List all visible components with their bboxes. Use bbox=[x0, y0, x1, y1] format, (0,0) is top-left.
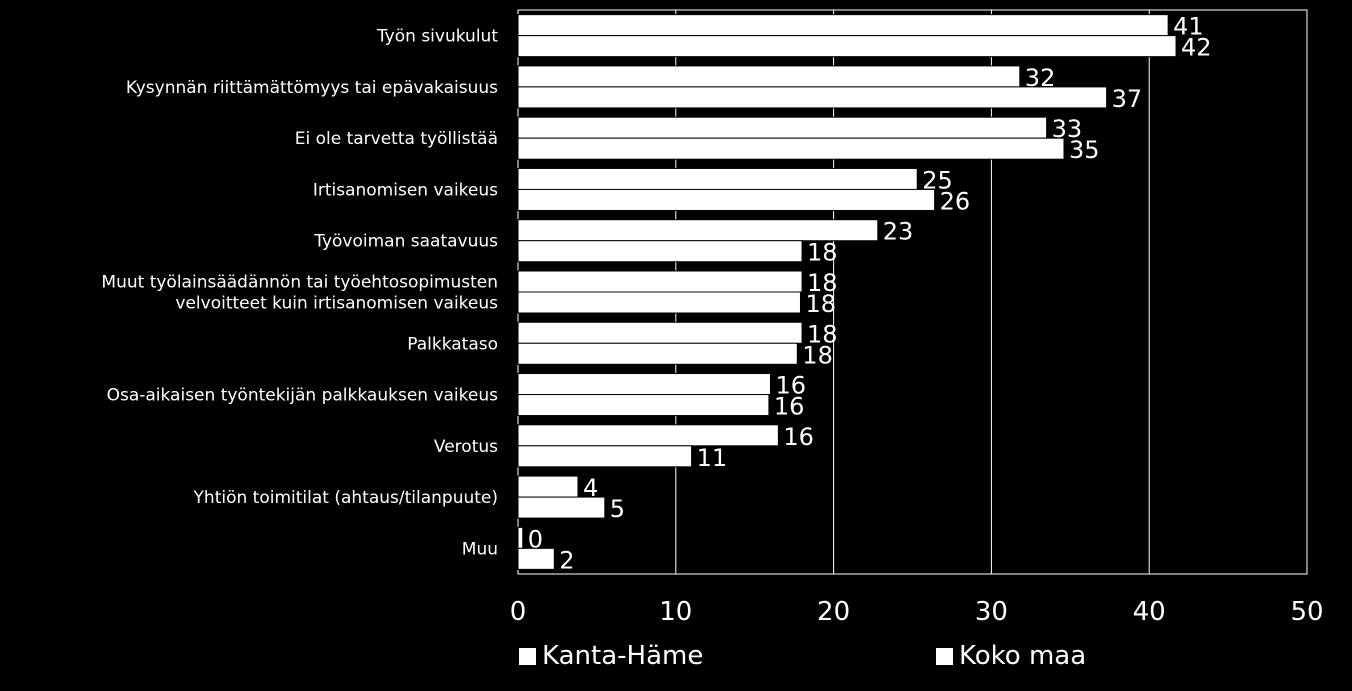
bar bbox=[517, 445, 693, 468]
bar bbox=[517, 270, 803, 293]
bar bbox=[517, 167, 918, 190]
category-label: Osa-aikaisen työntekijän palkkauksen vai… bbox=[107, 386, 499, 406]
bar bbox=[517, 496, 606, 519]
x-tick-label: 0 bbox=[510, 597, 527, 627]
bar bbox=[517, 475, 579, 498]
legend-item-koko-maa: Koko maa bbox=[935, 641, 1086, 671]
bar bbox=[517, 240, 803, 263]
bar bbox=[517, 86, 1108, 109]
data-label: 18 bbox=[807, 239, 838, 267]
data-label: 41 bbox=[1173, 13, 1204, 41]
data-label: 11 bbox=[697, 444, 728, 472]
category-label: Yhtiön toimitilat (ahtaus/tilanpuute) bbox=[193, 488, 498, 508]
bar bbox=[517, 526, 524, 549]
x-tick-label: 40 bbox=[1133, 597, 1166, 627]
bar bbox=[517, 291, 801, 314]
bar bbox=[517, 373, 771, 396]
category-label: Irtisanomisen vaikeus bbox=[313, 180, 498, 200]
data-label: 23 bbox=[883, 218, 914, 246]
data-label: 16 bbox=[783, 423, 814, 451]
data-label: 16 bbox=[775, 372, 806, 400]
x-tick-label: 10 bbox=[659, 597, 692, 627]
bar bbox=[517, 547, 555, 570]
legend-label-kanta-hame: Kanta-Häme bbox=[542, 641, 704, 671]
x-tick-label: 30 bbox=[975, 597, 1008, 627]
x-tick-label: 50 bbox=[1290, 597, 1323, 627]
bar bbox=[517, 65, 1021, 88]
legend-swatch-kanta-hame bbox=[518, 646, 537, 666]
data-label: 0 bbox=[528, 525, 543, 553]
bar bbox=[517, 188, 936, 211]
category-label: Muut työlainsäädännön tai työehtosopimus… bbox=[101, 273, 498, 293]
category-label: Kysynnän riittämättömyys tai epävakaisuu… bbox=[126, 78, 498, 98]
legend-swatch-koko-maa bbox=[935, 646, 954, 666]
data-label: 5 bbox=[610, 495, 625, 523]
category-label: Työn sivukulut bbox=[376, 27, 498, 47]
x-tick-label: 20 bbox=[817, 597, 850, 627]
bar bbox=[517, 137, 1065, 160]
category-label: Työvoiman saatavuus bbox=[313, 232, 498, 252]
data-label: 18 bbox=[807, 320, 838, 348]
data-label: 4 bbox=[583, 474, 598, 502]
legend-label-koko-maa: Koko maa bbox=[959, 641, 1087, 671]
bar bbox=[517, 342, 798, 365]
bar bbox=[517, 35, 1177, 58]
legend-item-kanta-hame: Kanta-Häme bbox=[518, 641, 703, 671]
bar bbox=[517, 116, 1048, 139]
data-label: 18 bbox=[805, 290, 836, 318]
category-label: Palkkataso bbox=[407, 334, 498, 354]
category-label: Muu bbox=[462, 539, 498, 559]
bar bbox=[517, 219, 879, 242]
data-label: 42 bbox=[1181, 34, 1212, 62]
category-label: velvoitteet kuin irtisanomisen vaikeus bbox=[175, 294, 498, 314]
data-label: 26 bbox=[940, 187, 971, 215]
data-label: 18 bbox=[802, 341, 833, 369]
data-label: 35 bbox=[1069, 136, 1100, 164]
bar bbox=[517, 321, 803, 344]
category-label: Verotus bbox=[434, 437, 498, 457]
bar bbox=[517, 14, 1169, 37]
data-label: 16 bbox=[774, 393, 805, 421]
bar bbox=[517, 424, 779, 447]
bar bbox=[517, 394, 770, 417]
category-label: Ei ole tarvetta työllistää bbox=[295, 129, 498, 149]
data-label: 18 bbox=[807, 269, 838, 297]
data-label: 2 bbox=[559, 546, 574, 574]
data-label: 37 bbox=[1112, 85, 1143, 113]
